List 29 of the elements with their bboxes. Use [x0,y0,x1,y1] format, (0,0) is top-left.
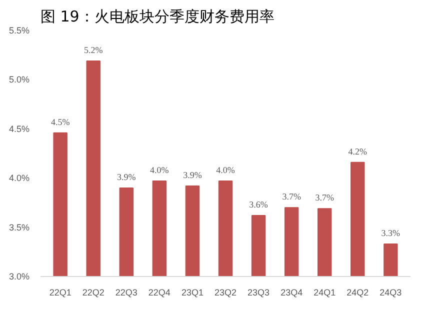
chart-title: 图 19：火电板块分季度财务费用率 [40,8,274,26]
x-tick-label: 24Q2 [346,288,369,298]
x-tick-label: 22Q2 [82,288,104,298]
y-tick-label: 3.0% [8,272,30,282]
data-label: 4.0% [216,165,236,176]
data-label: 3.7% [282,192,302,202]
x-tick-label: 22Q1 [49,288,72,298]
data-label: 3.6% [249,199,268,210]
x-tick-label: 23Q2 [214,288,237,298]
data-label: 4.0% [150,165,170,176]
x-tick-label: 23Q3 [248,288,270,298]
x-tick-label: 24Q3 [380,288,402,298]
x-tick-label: 22Q3 [115,288,138,298]
y-tick-label: 5.0% [8,74,30,85]
y-tick-label: 5.5% [8,26,30,36]
x-tick-label: 23Q1 [181,288,204,298]
data-label: 3.7% [315,192,334,203]
data-label: 3.9% [117,172,136,182]
y-tick-label: 4.0% [8,173,30,184]
data-label: 4.2% [348,146,368,156]
y-tick-label: 3.5% [8,222,30,232]
data-label: 5.2% [84,45,104,56]
data-label: 4.5% [50,116,70,127]
y-tick-label: 4.5% [8,124,30,134]
x-tick-label: 23Q4 [280,288,303,298]
x-tick-label: 24Q1 [314,288,336,298]
x-tick-label: 22Q4 [148,288,170,298]
data-label: 3.3% [381,228,401,238]
data-label: 3.9% [183,170,202,180]
